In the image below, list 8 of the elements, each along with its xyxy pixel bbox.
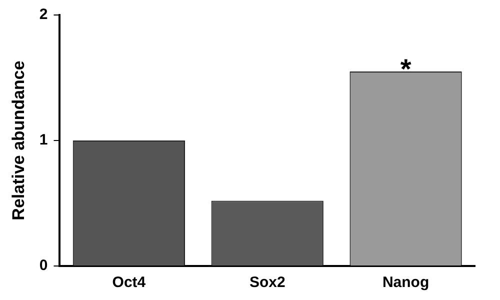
annotation: *	[400, 53, 412, 84]
y-tick-label: 2	[39, 6, 48, 24]
y-axis-title: Relative abundance	[8, 60, 28, 220]
x-tick-label: Nanog	[382, 274, 430, 292]
y-tick-label: 1	[39, 132, 48, 149]
x-tick-label: Sox2	[249, 274, 286, 292]
y-tick-label: 0	[39, 257, 48, 274]
x-tick-label: Oct4	[112, 274, 146, 292]
